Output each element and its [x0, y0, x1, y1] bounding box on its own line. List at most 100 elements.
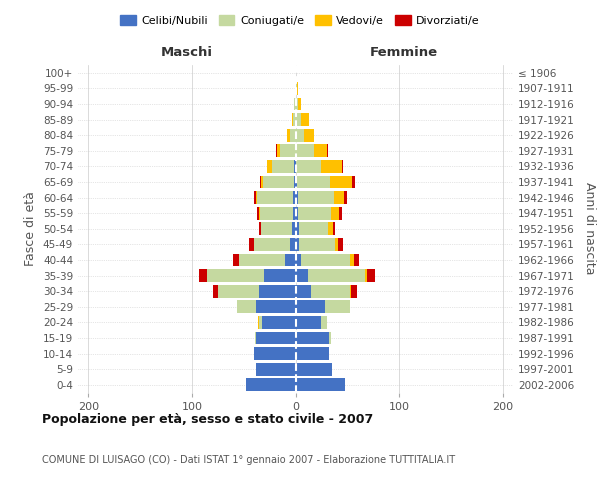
Bar — [311, 284, 350, 298]
Bar — [329, 332, 331, 344]
Bar — [280, 144, 296, 157]
Bar — [260, 176, 262, 188]
Bar — [308, 269, 365, 282]
Bar — [296, 254, 301, 266]
Bar — [296, 378, 345, 391]
Bar — [304, 129, 314, 141]
Bar — [287, 129, 290, 141]
Legend: Celibi/Nubili, Coniugati/e, Vedovi/e, Divorziati/e: Celibi/Nubili, Coniugati/e, Vedovi/e, Di… — [116, 10, 484, 30]
Bar — [246, 378, 296, 391]
Bar — [342, 160, 343, 173]
Bar — [367, 269, 375, 282]
Bar — [233, 254, 239, 266]
Bar — [296, 191, 298, 204]
Bar — [296, 160, 322, 173]
Bar — [301, 254, 350, 266]
Bar — [262, 316, 296, 328]
Bar — [218, 284, 259, 298]
Bar — [256, 300, 296, 313]
Bar — [296, 332, 329, 344]
Bar — [293, 191, 296, 204]
Bar — [296, 284, 311, 298]
Y-axis label: Fasce di età: Fasce di età — [25, 192, 37, 266]
Bar — [295, 176, 296, 188]
Bar — [290, 129, 296, 141]
Bar — [256, 332, 296, 344]
Bar — [296, 362, 332, 376]
Bar — [326, 144, 328, 157]
Bar — [238, 300, 256, 313]
Bar — [352, 284, 356, 298]
Bar — [292, 113, 293, 126]
Bar — [296, 144, 314, 157]
Bar — [256, 362, 296, 376]
Bar — [296, 347, 329, 360]
Bar — [322, 160, 342, 173]
Bar — [212, 284, 218, 298]
Bar — [344, 191, 347, 204]
Bar — [295, 98, 296, 110]
Bar — [301, 113, 309, 126]
Bar — [249, 238, 254, 250]
Bar — [350, 254, 353, 266]
Bar — [254, 347, 296, 360]
Text: Popolazione per età, sesso e stato civile - 2007: Popolazione per età, sesso e stato civil… — [42, 412, 373, 426]
Bar — [296, 129, 304, 141]
Bar — [254, 191, 256, 204]
Text: Femmine: Femmine — [370, 46, 439, 59]
Bar — [335, 238, 338, 250]
Text: COMUNE DI LUISAGO (CO) - Dati ISTAT 1° gennaio 2007 - Elaborazione TUTTITALIA.IT: COMUNE DI LUISAGO (CO) - Dati ISTAT 1° g… — [42, 455, 455, 465]
Bar — [285, 254, 296, 266]
Bar — [208, 269, 265, 282]
Bar — [293, 207, 296, 220]
Bar — [296, 300, 325, 313]
Bar — [277, 144, 280, 157]
Bar — [265, 269, 296, 282]
Bar — [259, 316, 262, 328]
Bar — [259, 222, 262, 235]
Bar — [338, 238, 343, 250]
Bar — [262, 222, 292, 235]
Bar — [239, 254, 285, 266]
Bar — [353, 254, 359, 266]
Bar — [325, 300, 350, 313]
Bar — [256, 191, 257, 204]
Bar — [298, 191, 334, 204]
Bar — [257, 191, 293, 204]
Bar — [299, 222, 328, 235]
Bar — [295, 160, 296, 173]
Y-axis label: Anni di nascita: Anni di nascita — [583, 182, 596, 275]
Text: Maschi: Maschi — [161, 46, 213, 59]
Bar — [276, 144, 277, 157]
Bar — [259, 284, 296, 298]
Bar — [365, 269, 367, 282]
Bar — [329, 176, 352, 188]
Bar — [350, 284, 352, 298]
Bar — [199, 269, 208, 282]
Bar — [255, 332, 256, 344]
Bar — [334, 191, 344, 204]
Bar — [299, 238, 335, 250]
Bar — [254, 238, 290, 250]
Bar — [263, 176, 295, 188]
Bar — [298, 98, 301, 110]
Bar — [259, 207, 260, 220]
Bar — [296, 98, 298, 110]
Bar — [292, 222, 296, 235]
Bar — [296, 113, 301, 126]
Bar — [331, 207, 339, 220]
Bar — [257, 207, 259, 220]
Bar — [314, 144, 326, 157]
Bar — [339, 207, 342, 220]
Bar — [296, 269, 308, 282]
Bar — [296, 207, 298, 220]
Bar — [296, 238, 299, 250]
Bar — [296, 176, 329, 188]
Bar — [262, 176, 263, 188]
Bar — [296, 82, 298, 95]
Bar — [296, 222, 299, 235]
Bar — [352, 176, 355, 188]
Bar — [258, 316, 259, 328]
Bar — [298, 207, 331, 220]
Bar — [260, 207, 293, 220]
